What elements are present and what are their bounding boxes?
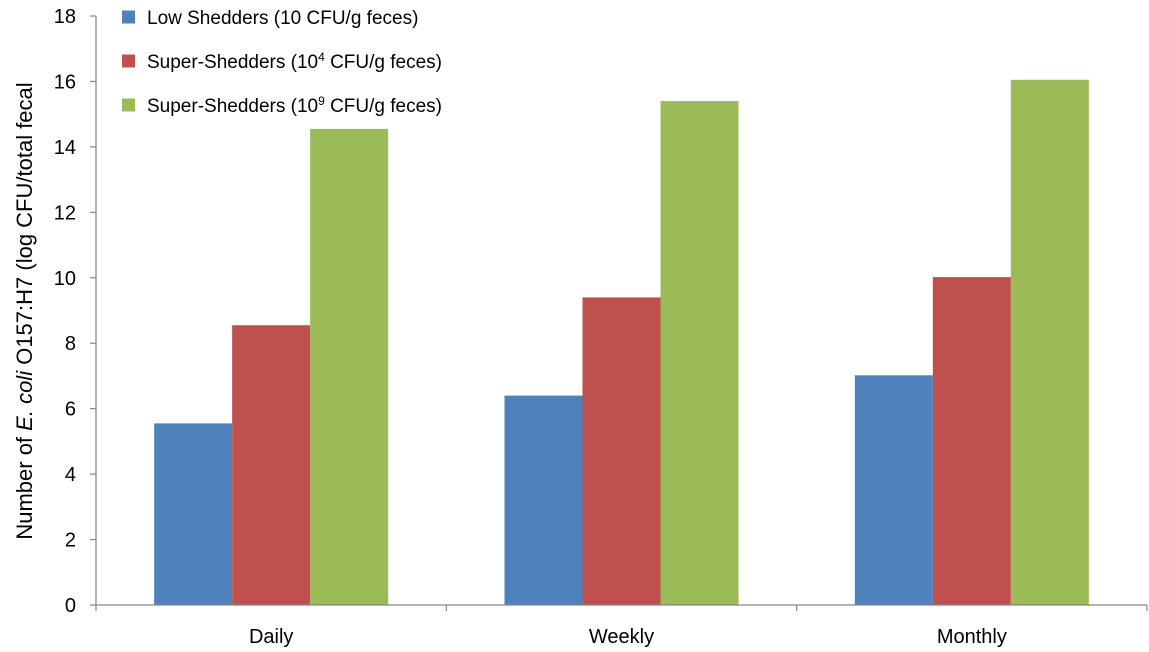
y-tick-labels: 0 2 4 6 8 10 12 14 16 18 <box>54 6 76 617</box>
y-axis-label: Number of E. coli O157:H7 (log CFU/total… <box>12 82 37 539</box>
legend-swatch <box>122 54 135 68</box>
x-tick-label: Daily <box>249 626 293 648</box>
legend-label: Super-Shedders (109 CFU/g feces) <box>147 94 442 117</box>
bar-series-2-weekly <box>582 297 661 605</box>
y-tick-label: 0 <box>65 595 76 617</box>
legend-label: Low Shedders (10 CFU/g feces) <box>147 8 418 29</box>
y-tick-label: 18 <box>54 6 76 28</box>
x-tick-labels: Daily Weekly Monthly <box>249 626 1007 648</box>
bar-series-3-monthly <box>1010 79 1089 605</box>
bar-series-1-daily <box>154 423 233 605</box>
x-tick-label: Weekly <box>589 626 654 648</box>
legend-label: Super-Shedders (104 CFU/g feces) <box>147 50 442 73</box>
legend-swatch <box>122 10 135 24</box>
legend-swatch <box>122 98 135 112</box>
bar-series-1-monthly <box>854 375 933 605</box>
y-tick-label: 12 <box>54 202 76 224</box>
x-tick-label: Monthly <box>937 626 1007 648</box>
bar-series-1-weekly <box>504 395 583 605</box>
y-tick-label: 4 <box>65 464 76 486</box>
y-tick-label: 10 <box>54 268 76 290</box>
y-tick-label: 14 <box>54 137 76 159</box>
bar-series-3-daily <box>310 128 389 605</box>
y-tick-label: 6 <box>65 399 76 421</box>
legend: Low Shedders (10 CFU/g feces) Super-Shedd… <box>122 8 442 117</box>
y-tick-label: 16 <box>54 71 76 93</box>
bar-series-2-monthly <box>932 277 1011 605</box>
axes-group <box>90 15 1148 611</box>
bar-series-2-daily <box>232 325 311 605</box>
y-tick-label: 2 <box>65 530 76 552</box>
bars-group <box>154 79 1089 606</box>
bar-series-3-weekly <box>660 101 739 606</box>
y-tick-label: 8 <box>65 333 76 355</box>
